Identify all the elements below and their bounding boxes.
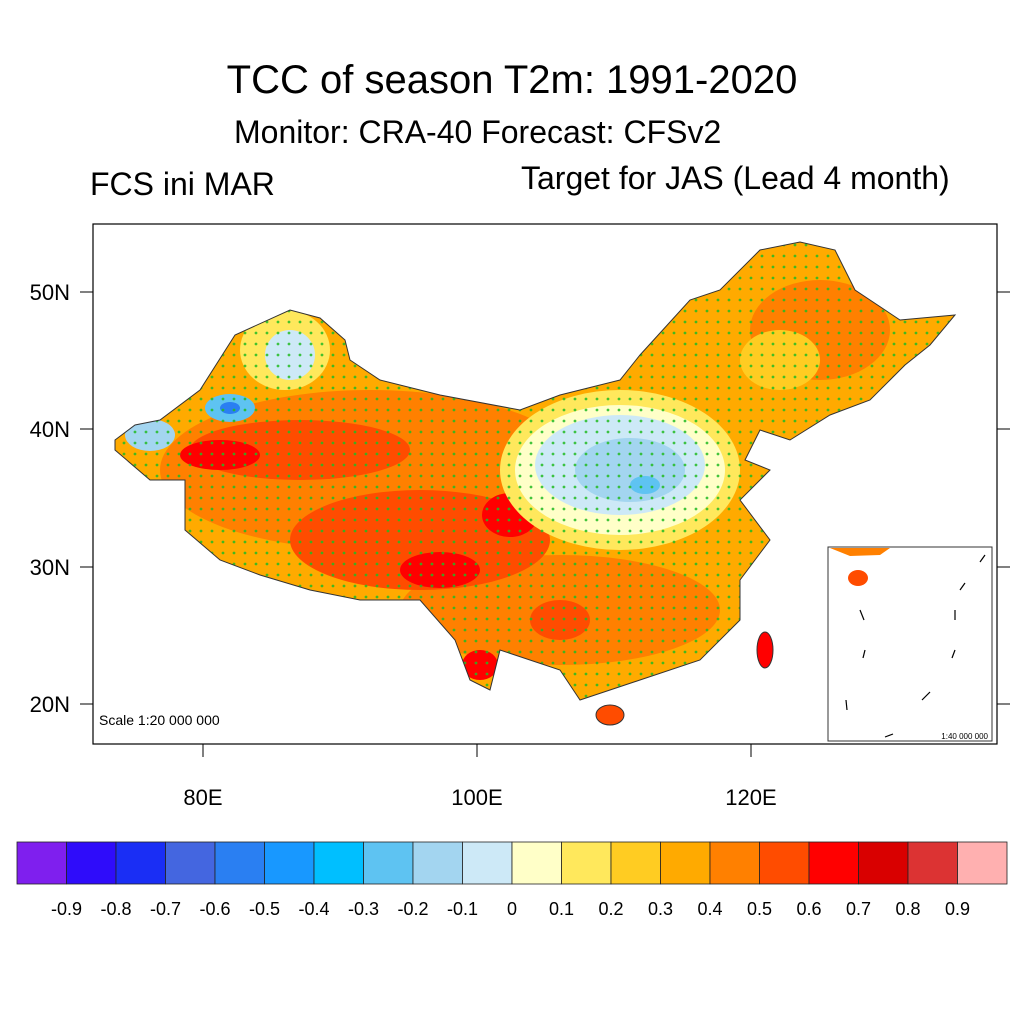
- colorbar-swatch: [66, 841, 117, 885]
- colorbar-swatch: [16, 841, 67, 885]
- colorbar-label: -0.1: [447, 899, 478, 919]
- scale-text: Scale 1:20 000 000: [99, 712, 220, 728]
- colorbar: -0.9 -0.8 -0.7 -0.6 -0.5 -0.4 -0.3 -0.2 -0.1 0 0.1…: [16, 841, 1008, 919]
- colorbar-label: -0.5: [249, 899, 280, 919]
- colorbar-label: 0.2: [598, 899, 623, 919]
- colorbar-swatch: [363, 841, 414, 885]
- colorbar-swatch: [214, 841, 265, 885]
- inset-scale-text: 1:40 000 000: [941, 732, 988, 741]
- colorbar-swatch: [561, 841, 612, 885]
- colorbar-swatch: [165, 841, 216, 885]
- colorbar-label: -0.2: [397, 899, 428, 919]
- colorbar-label: -0.4: [298, 899, 329, 919]
- south-china-sea-inset: 1:40 000 000: [827, 546, 993, 742]
- colorbar-label: -0.8: [100, 899, 131, 919]
- lat-label: 20N: [30, 692, 70, 717]
- colorbar-swatch: [709, 841, 760, 885]
- colorbar-swatch: [660, 841, 711, 885]
- colorbar-label: 0.9: [945, 899, 970, 919]
- colorbar-label: 0.1: [549, 899, 574, 919]
- chart-subtitle: Monitor: CRA-40 Forecast: CFSv2: [234, 114, 722, 150]
- colorbar-label: 0: [507, 899, 517, 919]
- colorbar-swatch: [264, 841, 315, 885]
- colorbar-swatch: [610, 841, 661, 885]
- lon-label: 120E: [725, 785, 776, 810]
- lat-label: 50N: [30, 280, 70, 305]
- colorbar-label: 0.4: [697, 899, 722, 919]
- colorbar-swatch: [115, 841, 166, 885]
- colorbar-label: -0.9: [51, 899, 82, 919]
- colorbar-swatch: [313, 841, 364, 885]
- lon-label: 100E: [451, 785, 502, 810]
- colorbar-swatch: [858, 841, 909, 885]
- colorbar-label: -0.7: [150, 899, 181, 919]
- colorbar-label: 0.5: [747, 899, 772, 919]
- lat-label: 30N: [30, 555, 70, 580]
- colorbar-swatch: [957, 841, 1008, 885]
- taiwan-island: [756, 631, 774, 669]
- colorbar-label: -0.6: [199, 899, 230, 919]
- colorbar-swatch: [412, 841, 463, 885]
- axis-ticks: [80, 291, 1010, 757]
- colorbar-label: 0.6: [796, 899, 821, 919]
- colorbar-swatch: [907, 841, 958, 885]
- hainan-island: [595, 704, 625, 726]
- colorbar-label: 0.8: [895, 899, 920, 919]
- colorbar-label: 0.3: [648, 899, 673, 919]
- right-label: Target for JAS (Lead 4 month): [521, 160, 950, 196]
- colorbar-label: 0.7: [846, 899, 871, 919]
- left-label: FCS ini MAR: [90, 166, 275, 202]
- lon-label: 80E: [183, 785, 222, 810]
- chart-title: TCC of season T2m: 1991-2020: [226, 58, 798, 102]
- colorbar-swatch: [511, 841, 562, 885]
- colorbar-swatch: [462, 841, 513, 885]
- colorbar-label: -0.3: [348, 899, 379, 919]
- colorbar-swatch: [759, 841, 810, 885]
- colorbar-swatch: [808, 841, 859, 885]
- lat-label: 40N: [30, 417, 70, 442]
